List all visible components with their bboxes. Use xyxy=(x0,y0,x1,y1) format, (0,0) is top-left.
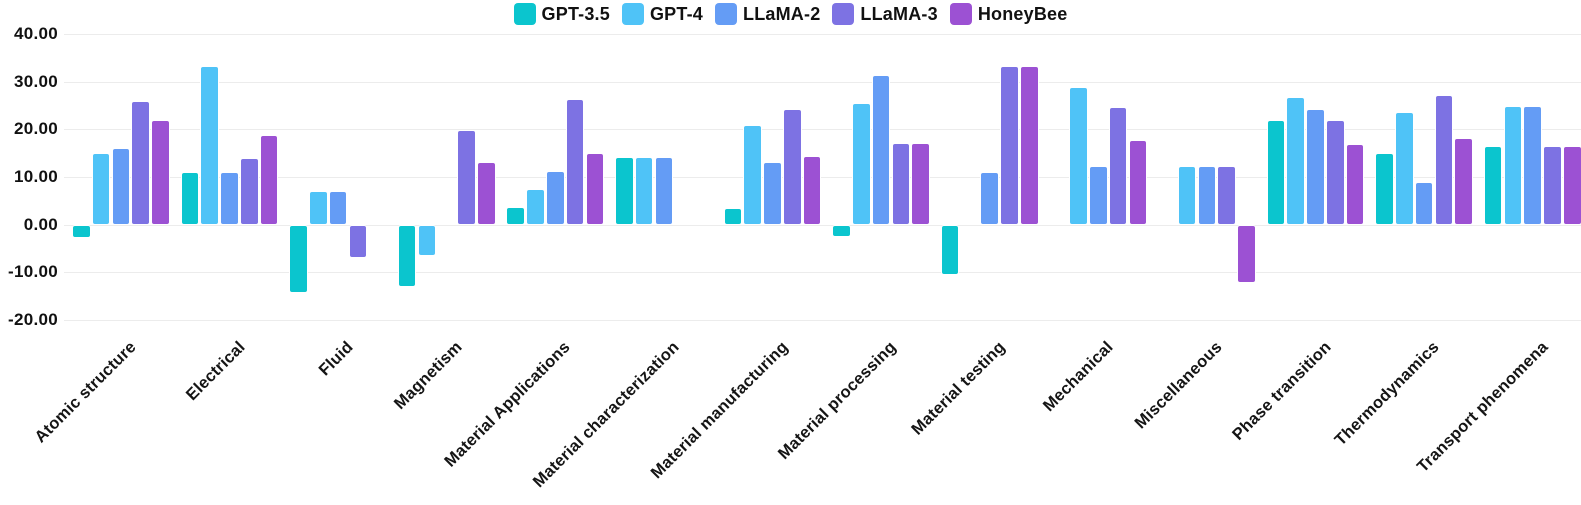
legend-item-gpt-3-5: GPT-3.5 xyxy=(513,3,610,25)
bar-honeybee-transport-phenomena xyxy=(1562,145,1581,225)
bar-llama-3-magnetism xyxy=(457,130,476,225)
legend-swatch-llama-3 xyxy=(832,3,855,25)
legend-item-llama-3: LLaMA-3 xyxy=(832,3,938,25)
bar-llama-2-miscellaneous xyxy=(1197,165,1217,225)
legend-label-gpt-4: GPT-4 xyxy=(649,3,703,24)
bar-honeybee-atomic-structure xyxy=(151,119,170,225)
bar-llama-3-material-applications xyxy=(565,99,585,225)
bar-llama-3-thermodynamics xyxy=(1434,95,1454,225)
legend-swatch-honeybee xyxy=(949,3,972,25)
bar-gpt-4-material-processing xyxy=(851,102,871,225)
y-axis-tick-label: 30.00 xyxy=(13,71,58,91)
bar-honeybee-material-manufacturing xyxy=(802,156,822,225)
bar-honeybee-material-testing xyxy=(1019,65,1039,225)
bar-llama-3-material-testing xyxy=(1000,65,1019,225)
bar-gpt-3-5-material-testing xyxy=(940,224,960,276)
bar-gpt-3-5-magnetism xyxy=(397,224,417,287)
legend-swatch-gpt-4 xyxy=(621,3,644,25)
bar-llama-3-mechanical xyxy=(1108,107,1128,225)
bar-llama-3-phase-transition xyxy=(1325,120,1345,225)
bar-honeybee-miscellaneous xyxy=(1237,224,1256,284)
bar-gpt-4-material-manufacturing xyxy=(743,125,763,225)
bar-llama-3-fluid xyxy=(348,224,368,259)
bar-llama-2-electrical xyxy=(220,171,239,225)
bar-gpt-3-5-fluid xyxy=(289,224,308,293)
bar-llama-2-material-testing xyxy=(980,171,1000,225)
bar-honeybee-electrical xyxy=(259,135,279,225)
bar-llama-2-material-manufacturing xyxy=(763,161,782,225)
bar-honeybee-material-processing xyxy=(911,143,930,225)
bar-llama-3-atomic-structure xyxy=(131,100,151,225)
bar-llama-2-phase-transition xyxy=(1306,108,1325,225)
bar-llama-3-material-manufacturing xyxy=(782,109,802,225)
legend-label-llama-2: LLaMA-2 xyxy=(743,3,821,24)
gridline-y-20 xyxy=(64,129,1581,131)
legend-swatch-llama-2 xyxy=(715,3,737,25)
bar-gpt-4-transport-phenomena xyxy=(1503,105,1523,225)
gridline-y--10 xyxy=(64,272,1581,274)
bar-gpt-4-phase-transition xyxy=(1286,97,1306,225)
bar-gpt-3-5-transport-phenomena xyxy=(1483,145,1503,225)
bar-llama-2-mechanical xyxy=(1088,165,1108,225)
bar-honeybee-thermodynamics xyxy=(1454,137,1473,225)
gridline-y-40 xyxy=(64,34,1581,35)
y-axis-tick-label: -10.00 xyxy=(7,262,58,282)
bar-gpt-4-magnetism xyxy=(417,224,437,256)
gridline-y--20 xyxy=(64,320,1581,321)
legend-item-llama-2: LLaMA-2 xyxy=(715,3,820,25)
bar-llama-2-thermodynamics xyxy=(1414,182,1434,225)
bar-honeybee-phase-transition xyxy=(1345,143,1365,225)
bar-llama-3-transport-phenomena xyxy=(1543,145,1562,225)
bar-gpt-3-5-material-processing xyxy=(832,224,851,238)
bar-gpt-4-fluid xyxy=(308,190,328,225)
y-axis-tick-label: 20.00 xyxy=(13,119,58,139)
bar-gpt-4-miscellaneous xyxy=(1177,165,1197,225)
chart-legend: GPT-3.5 GPT-4 LLaMA-2 LLaMA-3 HoneyBee xyxy=(0,3,1581,25)
bar-gpt-4-thermodynamics xyxy=(1394,112,1414,225)
gridline-y-30 xyxy=(64,81,1581,83)
y-axis-tick-label: 10.00 xyxy=(13,167,58,186)
y-axis-tick-label: 0.00 xyxy=(23,214,58,234)
bar-llama-3-material-processing xyxy=(891,143,911,225)
bar-gpt-3-5-phase-transition xyxy=(1266,119,1286,225)
gridline-y-10 xyxy=(64,177,1581,178)
bar-llama-3-miscellaneous xyxy=(1217,165,1237,225)
legend-label-llama-3: LLaMA-3 xyxy=(860,3,938,24)
bar-gpt-3-5-thermodynamics xyxy=(1375,153,1394,225)
legend-label-gpt-3-5: GPT-3.5 xyxy=(541,3,610,24)
bar-gpt-3-5-electrical xyxy=(180,171,200,225)
bar-gpt-3-5-material-applications xyxy=(506,206,526,225)
bar-llama-2-material-applications xyxy=(545,170,565,225)
bar-gpt-4-material-applications xyxy=(526,188,545,225)
bar-gpt-4-material-characterization xyxy=(634,156,654,225)
legend-label-honeybee: HoneyBee xyxy=(977,3,1068,24)
bar-llama-2-material-characterization xyxy=(654,156,674,225)
bar-llama-2-material-processing xyxy=(871,75,891,225)
bar-gpt-4-atomic-structure xyxy=(91,153,111,225)
bar-gpt-3-5-material-characterization xyxy=(615,156,634,225)
legend-item-gpt-4: GPT-4 xyxy=(621,3,703,25)
bar-gpt-3-5-atomic-structure xyxy=(72,224,91,239)
gridline-y-0 xyxy=(64,224,1581,226)
bar-llama-2-transport-phenomena xyxy=(1523,105,1543,225)
bar-honeybee-mechanical xyxy=(1128,140,1148,225)
bar-llama-2-atomic-structure xyxy=(111,148,131,225)
bar-gpt-4-mechanical xyxy=(1069,86,1088,225)
y-axis-tick-label: -20.00 xyxy=(7,310,58,329)
bar-gpt-3-5-material-manufacturing xyxy=(723,207,743,225)
bar-llama-3-electrical xyxy=(239,158,259,225)
bar-llama-2-fluid xyxy=(328,190,348,225)
legend-item-honeybee: HoneyBee xyxy=(949,3,1068,25)
bar-honeybee-material-applications xyxy=(585,152,605,225)
bar-gpt-4-electrical xyxy=(200,65,220,225)
legend-swatch-gpt-3-5 xyxy=(513,3,536,25)
bar-honeybee-magnetism xyxy=(476,161,496,225)
y-axis-tick-label: 40.00 xyxy=(13,24,58,43)
